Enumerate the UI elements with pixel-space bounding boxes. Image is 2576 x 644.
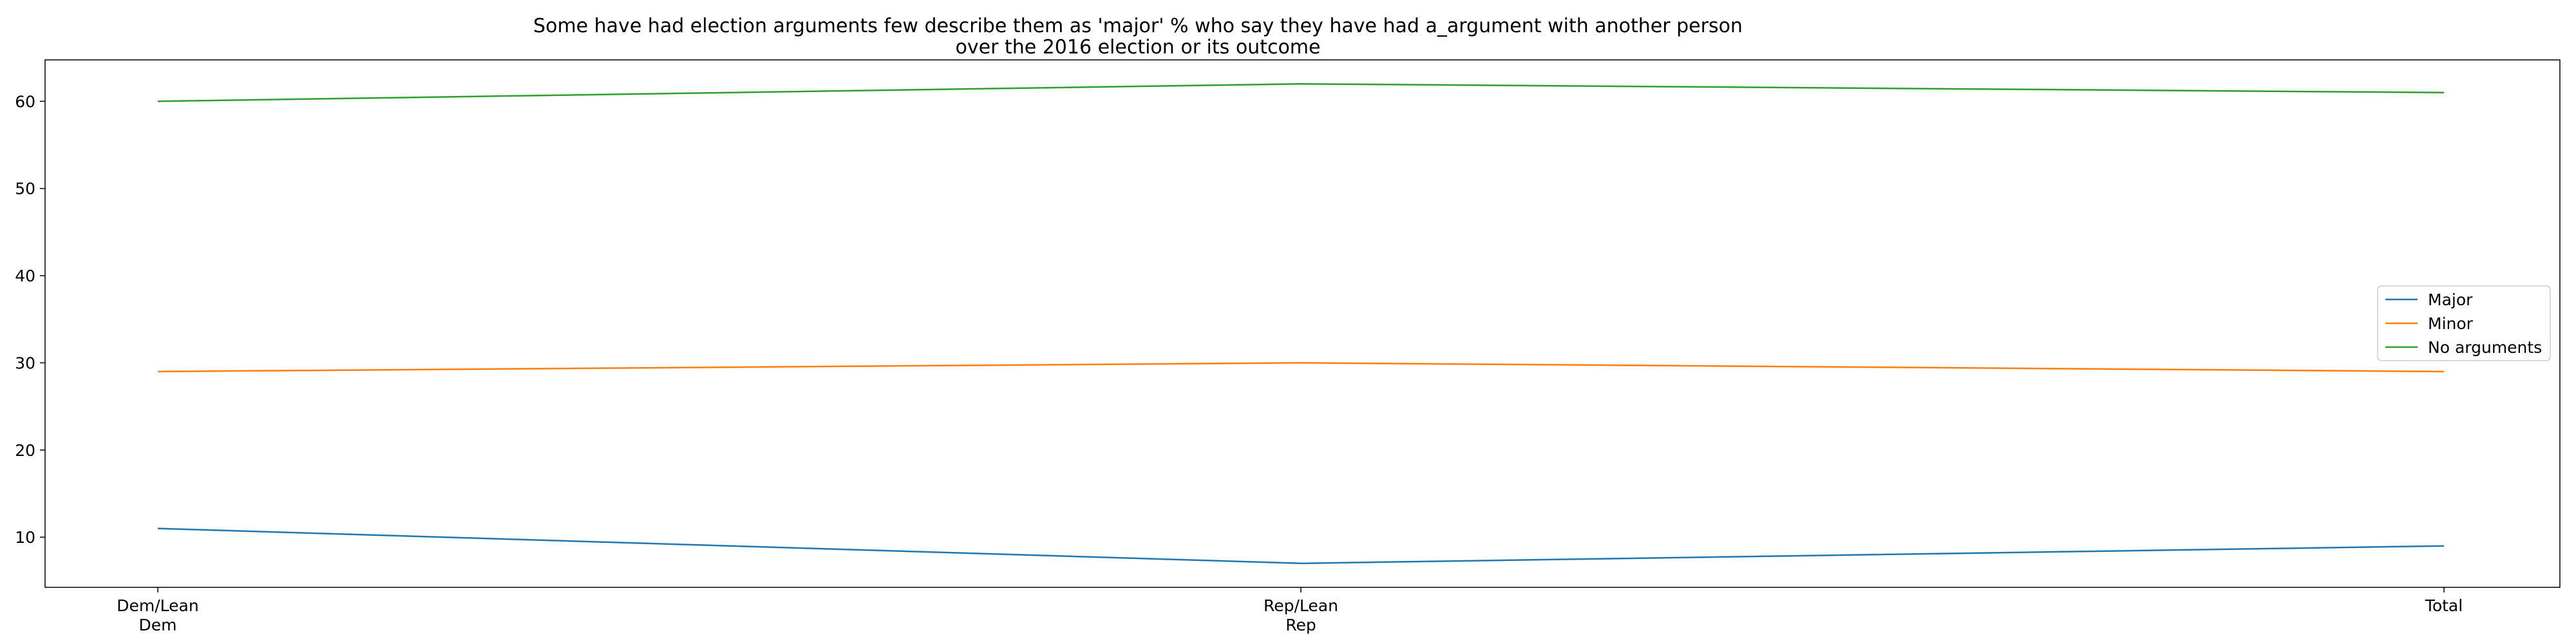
legend-box bbox=[2377, 285, 2551, 361]
legend-label-minor: Minor bbox=[2428, 314, 2474, 333]
y-tick-label: 40 bbox=[15, 267, 35, 285]
x-tick-label: Total bbox=[2425, 596, 2463, 615]
legend-label-major: Major bbox=[2428, 290, 2473, 309]
y-tick-label: 50 bbox=[15, 180, 35, 198]
series-line-no-arguments bbox=[157, 82, 2445, 102]
plot-area: 10 20 30 40 50 60 Dem/Lean Dem Rep/Lean Rep Total bbox=[15, 59, 2561, 634]
legend-label-no-arguments: No arguments bbox=[2428, 338, 2542, 357]
y-tick-label: 10 bbox=[15, 528, 35, 547]
series-line-major bbox=[157, 527, 2445, 565]
series-line-minor bbox=[157, 362, 2445, 373]
y-tick-label: 30 bbox=[15, 354, 35, 372]
x-tick-label: Rep/Lean Rep bbox=[1264, 596, 1338, 634]
x-tick-label: Dem/Lean Dem bbox=[117, 596, 198, 634]
chart-title-line-2: over the 2016 election or its outcome bbox=[956, 36, 1321, 59]
y-tick-label: 60 bbox=[15, 92, 35, 111]
chart-title-line-1: Some have had election arguments few des… bbox=[533, 15, 1743, 37]
y-tick-label: 20 bbox=[15, 441, 35, 460]
legend: Major Minor No arguments bbox=[2377, 285, 2551, 361]
plot-frame bbox=[44, 59, 2561, 588]
